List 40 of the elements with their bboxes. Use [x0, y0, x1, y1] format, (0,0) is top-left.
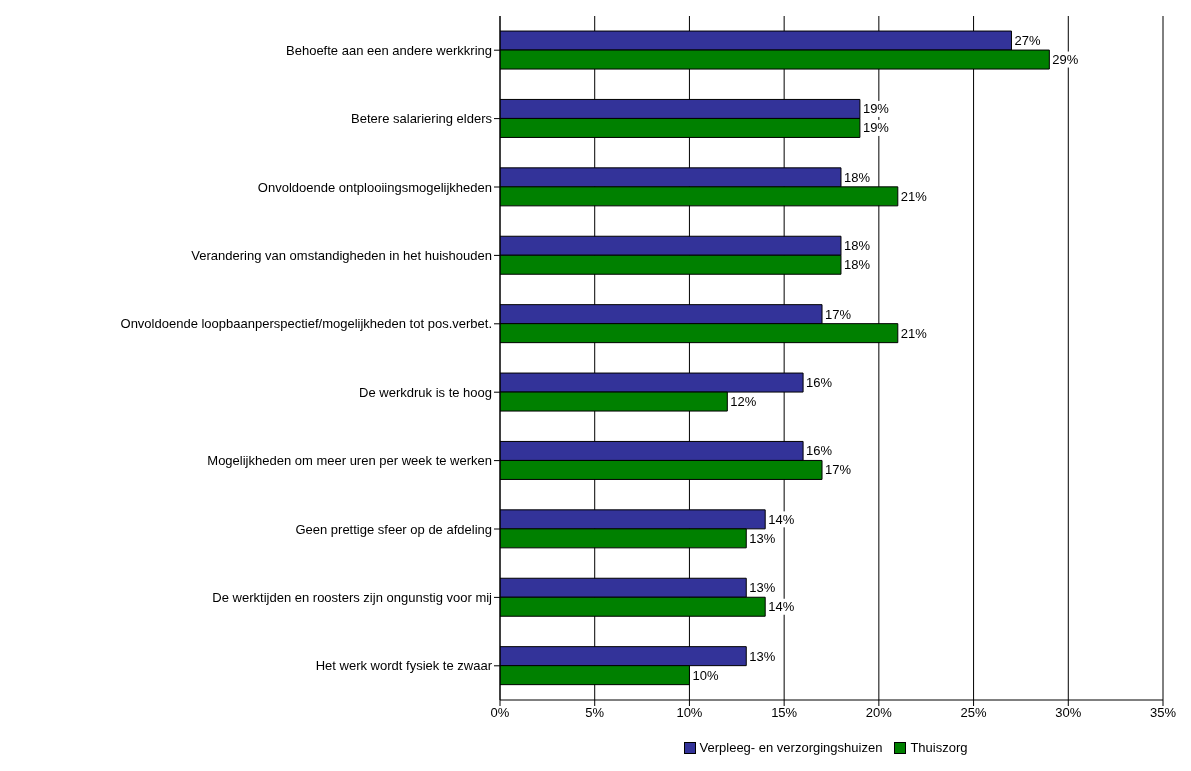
- data-label: 21%: [900, 325, 928, 341]
- y-tick-label: De werkdruk is te hoog: [359, 384, 492, 400]
- y-tick-label: Onvoldoende loopbaanperspectief/mogelijkheden tot pos.verbet.: [120, 316, 492, 332]
- data-label: 18%: [843, 257, 871, 273]
- y-tick-label: Geen prettige sfeer op de afdeling: [295, 521, 492, 537]
- data-label: 21%: [900, 188, 928, 204]
- x-tick-label: 35%: [1149, 705, 1177, 721]
- y-tick-label: Behoefte aan een andere werkkring: [286, 42, 492, 58]
- data-label: 16%: [806, 375, 833, 391]
- data-label: 27%: [1014, 33, 1041, 49]
- x-tick-label: 15%: [771, 705, 798, 721]
- x-tick-label: 5%: [585, 705, 605, 721]
- y-tick-label: Onvoldoende ontplooiingsmogelijkheden: [257, 179, 492, 195]
- data-label: 10%: [692, 667, 719, 683]
- legend-label: Verpleeg- en verzorgingshuizen: [698, 740, 883, 755]
- data-label: 12%: [730, 394, 757, 410]
- data-label: 18%: [843, 169, 871, 185]
- data-label: 17%: [825, 462, 852, 478]
- x-tick-label: 30%: [1055, 705, 1082, 721]
- x-tick-label: 25%: [960, 705, 988, 721]
- data-label: 19%: [862, 120, 890, 136]
- y-tick-label: Betere salariering elders: [351, 111, 493, 127]
- x-tick-label: 20%: [865, 705, 893, 721]
- y-tick-label: Verandering van omstandigheden in het huishouden: [191, 248, 492, 264]
- data-label: 19%: [862, 101, 890, 117]
- data-label: 13%: [749, 648, 776, 664]
- x-tick-label: 10%: [676, 705, 703, 721]
- y-tick-label: De werktijden en roosters zijn ongunstig voor mij: [212, 590, 493, 606]
- data-label: 14%: [768, 599, 795, 615]
- data-label: 17%: [825, 306, 852, 322]
- data-label: 13%: [749, 580, 776, 596]
- data-label: 18%: [843, 238, 871, 254]
- legend-label: Thuiszorg: [909, 740, 968, 755]
- data-label: 16%: [806, 443, 833, 459]
- x-tick-label: 0%: [490, 705, 510, 721]
- data-label: 14%: [768, 511, 795, 527]
- y-tick-label: Het werk wordt fysiek te zwaar: [315, 658, 493, 674]
- data-label: 29%: [1052, 52, 1079, 68]
- data-label: 13%: [749, 530, 776, 546]
- y-tick-label: Mogelijkheden om meer uren per week te werken: [207, 453, 492, 469]
